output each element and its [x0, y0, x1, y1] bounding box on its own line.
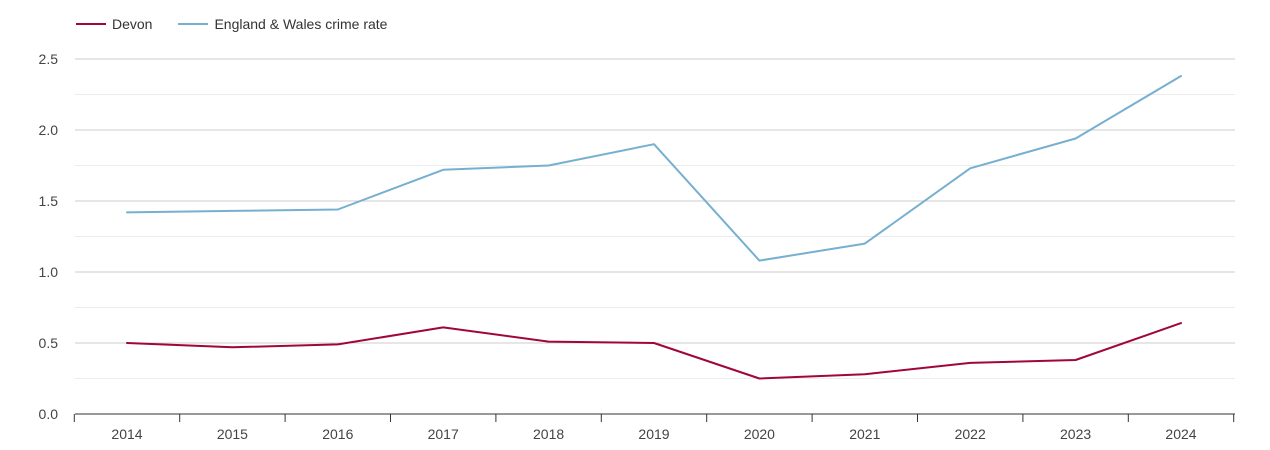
- data-point-england-wales[interactable]: [546, 163, 552, 169]
- legend-swatch-devon: [76, 23, 106, 25]
- legend: Devon England & Wales crime rate: [76, 16, 413, 32]
- legend-swatch-england-wales: [178, 23, 209, 25]
- grid-lines: [75, 58, 1235, 379]
- y-tick-label: 2.0: [39, 122, 59, 138]
- data-point-devon[interactable]: [1073, 357, 1079, 363]
- y-tick-label: 0.0: [39, 406, 59, 422]
- data-point-england-wales[interactable]: [756, 258, 762, 264]
- series-line-england-wales[interactable]: [126, 75, 1182, 262]
- y-tick-label: 0.5: [39, 335, 59, 351]
- x-tick-label: 2024: [1165, 426, 1196, 442]
- x-tick-label: 2016: [322, 426, 353, 442]
- y-tick-label: 1.5: [39, 193, 59, 209]
- data-point-devon[interactable]: [967, 360, 973, 366]
- x-axis: 2014 2015 2016 2017 2018 2019 2020 2021 2022 2023…: [73, 413, 1235, 442]
- y-axis: 0.0 0.5 1.0 1.5 2.0 2.5: [39, 51, 59, 422]
- data-point-devon[interactable]: [862, 371, 868, 377]
- x-tick-label: 2015: [217, 426, 248, 442]
- series-line-devon[interactable]: [126, 322, 1182, 380]
- x-tick-label: 2017: [428, 426, 459, 442]
- x-tick-label: 2019: [638, 426, 669, 442]
- data-point-england-wales[interactable]: [335, 207, 341, 213]
- data-point-devon[interactable]: [651, 340, 657, 346]
- data-point-england-wales[interactable]: [1073, 136, 1079, 142]
- series-lines: [124, 73, 1184, 382]
- data-point-england-wales[interactable]: [1178, 73, 1184, 79]
- data-point-devon[interactable]: [440, 324, 446, 330]
- data-point-england-wales[interactable]: [651, 141, 657, 147]
- x-tick-label: 2020: [744, 426, 775, 442]
- data-point-devon[interactable]: [229, 344, 235, 350]
- data-point-devon[interactable]: [335, 341, 341, 347]
- data-point-england-wales[interactable]: [862, 241, 868, 247]
- x-tick-label: 2022: [955, 426, 986, 442]
- legend-label-england-wales: England & Wales crime rate: [214, 16, 388, 32]
- legend-item-devon[interactable]: Devon: [76, 16, 152, 32]
- x-tick-label: 2014: [111, 426, 142, 442]
- x-tick-label: 2018: [533, 426, 564, 442]
- data-point-england-wales[interactable]: [124, 209, 130, 215]
- data-point-devon[interactable]: [546, 339, 552, 345]
- data-point-england-wales[interactable]: [229, 208, 235, 214]
- y-tick-label: 2.5: [39, 51, 59, 67]
- data-point-devon[interactable]: [756, 376, 762, 382]
- legend-item-england-wales[interactable]: England & Wales crime rate: [178, 16, 387, 32]
- x-tick-label: 2021: [849, 426, 880, 442]
- x-tick-label: 2023: [1060, 426, 1091, 442]
- data-point-devon[interactable]: [1178, 320, 1184, 326]
- y-tick-label: 1.0: [39, 264, 59, 280]
- legend-label-devon: Devon: [112, 16, 153, 32]
- data-point-england-wales[interactable]: [440, 167, 446, 173]
- data-point-devon[interactable]: [124, 340, 130, 346]
- data-point-england-wales[interactable]: [967, 165, 973, 171]
